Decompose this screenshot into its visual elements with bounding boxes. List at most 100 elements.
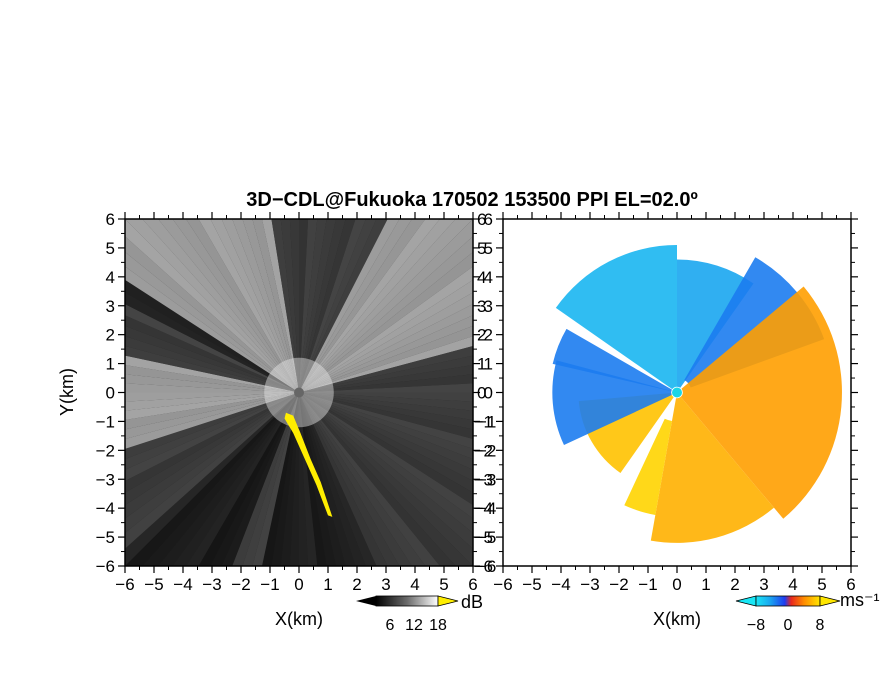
snr-beam [186, 396, 297, 566]
y-tick-label: 1 [477, 355, 486, 374]
y-tick-label: 6 [106, 210, 115, 229]
snr-beam [125, 395, 296, 549]
velocity-sectors [552, 245, 842, 543]
velocity-sector [624, 418, 672, 515]
snr-beam [301, 219, 440, 390]
snr-beam [158, 395, 297, 566]
y-tick-label: −3 [474, 470, 493, 489]
snr-beam [125, 394, 296, 493]
y-tick-label: −2 [96, 441, 115, 460]
snr-beam [300, 396, 356, 566]
x-tick-label: 4 [788, 575, 797, 594]
snr-beam [125, 336, 295, 392]
y-tick-label: 0 [106, 384, 115, 403]
snr-beam [158, 219, 297, 390]
snr-beam [303, 393, 473, 449]
snr-beam [125, 279, 296, 391]
snr-beam [300, 219, 366, 389]
radar-site-marker [294, 387, 304, 398]
y-tick-label: −4 [474, 499, 493, 518]
snr-beam [301, 395, 456, 566]
y-tick-label: −3 [96, 470, 115, 489]
snr-beam [300, 396, 400, 566]
x-tick-label: −5 [144, 575, 163, 594]
snr-beam [125, 346, 295, 392]
snr-beam [125, 236, 296, 390]
snr-beam [210, 396, 298, 566]
snr-beam [125, 395, 297, 566]
y-tick-label: 1 [106, 355, 115, 374]
snr-beam [299, 219, 346, 389]
velocity-sector [680, 286, 842, 519]
snr-beam [125, 395, 296, 533]
snr-beam [125, 266, 296, 391]
snr-beam [302, 394, 473, 519]
x-tick-label: −1 [638, 575, 657, 594]
snr-beam [125, 383, 295, 393]
snr-panel: −6−6 −6−5−5 −5−4−4 −4−3−3 −3−2−2 −2−1−1 −100 01… [57, 210, 496, 634]
snr-beam [125, 374, 295, 393]
snr-y-axis-label: Y(km) [57, 368, 77, 416]
snr-colorbar-bar [375, 595, 439, 607]
snr-beam [125, 392, 295, 420]
snr-beam [301, 219, 426, 389]
snr-beam [125, 394, 296, 470]
snr-beam [302, 292, 473, 391]
x-tick-label: 5 [817, 575, 826, 594]
snr-beam [125, 304, 296, 391]
snr-colorbar-tick: 18 [429, 617, 447, 634]
snr-beam [242, 219, 298, 389]
snr-beam [302, 236, 473, 390]
x-tick-label: 1 [323, 575, 332, 594]
chart-title: 3D−CDL@Fukuoka 170502 153500 PPI EL=02.0… [246, 189, 698, 211]
snr-beam [271, 219, 299, 389]
snr-beam [125, 219, 296, 390]
y-tick-label: 3 [477, 297, 486, 316]
x-tick-label: 0 [294, 575, 303, 594]
snr-beam [125, 393, 295, 430]
y-tick-label: 4 [477, 268, 486, 287]
snr-beam [301, 219, 456, 390]
snr-beam [172, 219, 297, 389]
snr-colorbar: dB 6 12 18 [356, 592, 483, 634]
y-tick-label: −1 [474, 412, 493, 431]
y-tick-label: 3 [106, 297, 115, 316]
snr-beam [302, 395, 473, 549]
velocity-sector [677, 259, 754, 388]
snr-beam [221, 396, 298, 566]
y-tick-label: 2 [484, 326, 493, 345]
y-tick-label: 4 [106, 268, 115, 287]
snr-beam [299, 219, 336, 389]
y-tick-label: −5 [474, 528, 493, 547]
y-tick-label: 5 [484, 239, 493, 258]
snr-beam [299, 396, 346, 566]
snr-beam [232, 396, 298, 566]
y-tick-label: −6 [96, 557, 115, 576]
x-tick-label: 3 [381, 575, 390, 594]
snr-beam [300, 219, 377, 389]
snr-beam [303, 355, 473, 392]
x-tick-label: 2 [352, 575, 361, 594]
x-tick-label: 6 [846, 575, 855, 594]
y-tick-label: 4 [484, 268, 493, 287]
x-tick-label: −2 [609, 575, 628, 594]
snr-beam [300, 396, 377, 566]
x-tick-label: −6 [115, 575, 134, 594]
snr-sectors [125, 219, 473, 566]
snr-beam [299, 396, 318, 566]
x-tick-label: 6 [468, 575, 477, 594]
snr-beam [303, 325, 473, 392]
y-tick-label: −5 [96, 528, 115, 547]
y-tick-label: −3 [477, 470, 496, 489]
snr-x-axis-label: X(km) [275, 609, 323, 629]
velocity-sector [684, 257, 825, 388]
velocity-colorbar-tick: 8 [816, 617, 825, 634]
radar-site-marker [672, 387, 682, 398]
snr-beam [302, 219, 473, 390]
snr-beam [125, 394, 296, 506]
snr-beam [125, 252, 296, 390]
snr-beam [303, 392, 473, 411]
y-tick-label: −4 [96, 499, 115, 518]
